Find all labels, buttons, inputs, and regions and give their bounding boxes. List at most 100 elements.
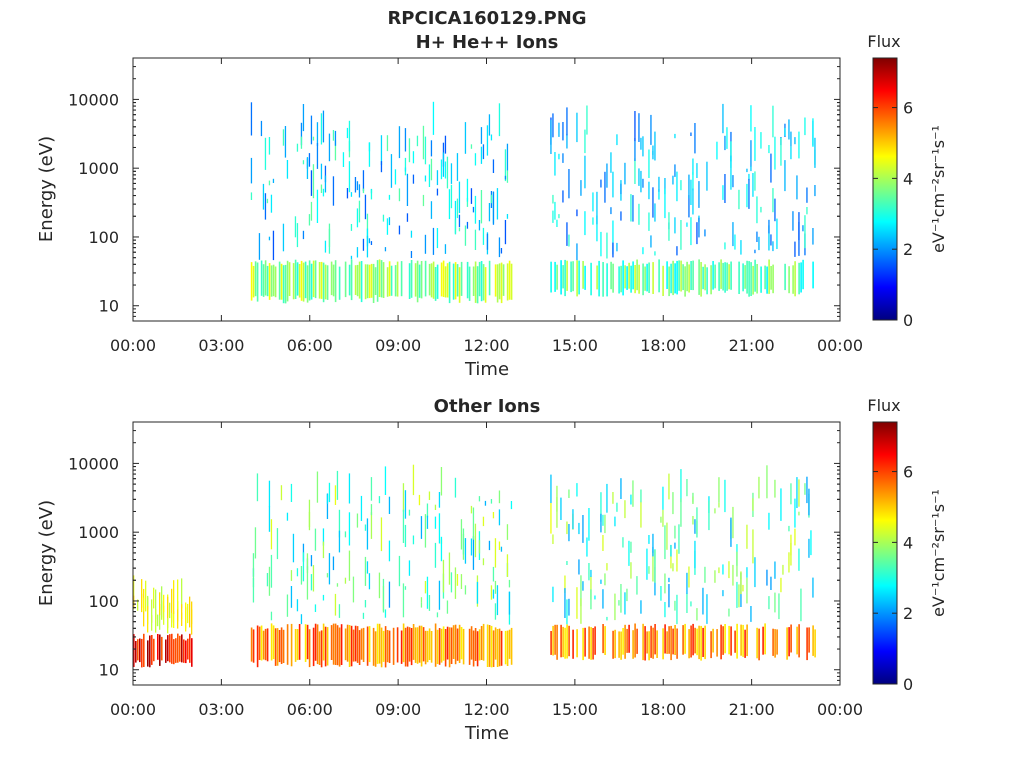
flux-streak (143, 607, 145, 627)
flux-streak (796, 175, 798, 200)
flux-streak (350, 192, 353, 197)
band-column (470, 626, 473, 660)
flux-streak (344, 577, 347, 584)
flux-streak (788, 552, 790, 573)
flux-streak (724, 174, 726, 203)
flux-streak (153, 587, 155, 609)
band-column (720, 624, 722, 660)
flux-streak (506, 524, 509, 540)
flux-streak (366, 235, 369, 258)
band-column (414, 627, 417, 663)
band-column (372, 263, 375, 303)
band-column (282, 265, 285, 304)
flux-streak (336, 583, 339, 587)
band-column (812, 261, 814, 289)
flux-streak (630, 194, 632, 222)
flux-streak (410, 251, 413, 258)
flux-streak (268, 236, 271, 241)
flux-streak (706, 594, 708, 624)
flux-streak (508, 591, 511, 615)
flux-streak (628, 540, 630, 566)
flux-streak (702, 587, 704, 615)
band-column (644, 626, 646, 661)
flux-streak (388, 581, 391, 608)
band-column (630, 265, 632, 293)
flux-streak (736, 551, 738, 577)
flux-streak (430, 201, 433, 219)
band-column (270, 623, 273, 661)
band-column (648, 631, 650, 661)
band-column (350, 625, 353, 667)
band-column (668, 266, 670, 297)
band-column (264, 260, 267, 296)
flux-streak (296, 599, 299, 612)
flux-streak (694, 540, 696, 569)
band-column (760, 266, 762, 293)
band-column (706, 267, 708, 295)
band-column (149, 635, 151, 668)
band-column (672, 260, 674, 296)
band-column (388, 261, 391, 297)
flux-streak (438, 580, 441, 610)
flux-streak (742, 584, 744, 592)
x-tick-label: 00:00 (817, 700, 863, 719)
band-column (448, 627, 451, 668)
band-column (494, 264, 497, 297)
band-column (348, 264, 351, 296)
flux-streak (722, 185, 724, 200)
flux-streak (704, 229, 706, 237)
flux-streak (728, 608, 730, 617)
band-column (750, 262, 752, 296)
band-column (694, 627, 696, 654)
band-column (266, 265, 269, 297)
band-column (552, 625, 554, 656)
flux-streak (664, 602, 666, 618)
band-column (788, 627, 790, 657)
band-column (698, 259, 700, 295)
flux-streak (348, 550, 351, 581)
band-column (556, 624, 558, 660)
flux-streak (324, 165, 327, 183)
band-column (620, 265, 622, 293)
band-column (334, 260, 337, 303)
flux-streak (470, 505, 473, 514)
flux-streak (740, 240, 742, 255)
flux-streak (348, 512, 351, 546)
band-column (434, 623, 437, 667)
flux-streak (424, 514, 427, 548)
band-column (504, 630, 507, 665)
flux-streak (362, 238, 365, 251)
flux-streak (466, 221, 469, 229)
flux-streak (580, 575, 582, 607)
flux-streak (626, 588, 628, 602)
flux-streak (436, 188, 439, 196)
flux-streak (482, 227, 485, 245)
flux-streak (492, 566, 495, 582)
band-column (746, 260, 748, 294)
band-column (698, 625, 700, 660)
flux-streak (722, 590, 724, 597)
band-column (790, 624, 792, 653)
flux-streak (290, 483, 293, 502)
band-column (322, 262, 325, 303)
band-column (256, 625, 259, 668)
flux-streak (286, 512, 289, 521)
band-column (406, 626, 409, 667)
flux-streak (498, 490, 501, 504)
band-column (272, 625, 275, 660)
band-column (712, 261, 714, 290)
flux-streak (806, 187, 808, 203)
band-column (598, 260, 600, 297)
flux-streak (576, 209, 578, 217)
flux-streak (650, 235, 652, 248)
flux-streak (802, 225, 804, 232)
flux-streak (592, 192, 594, 212)
flux-streak (294, 216, 297, 238)
flux-streak (458, 181, 461, 213)
flux-streak (486, 233, 489, 250)
band-column (714, 264, 716, 289)
band-column (388, 630, 391, 663)
flux-streak (155, 589, 157, 619)
flux-streak (640, 170, 642, 193)
band-column (404, 627, 407, 667)
